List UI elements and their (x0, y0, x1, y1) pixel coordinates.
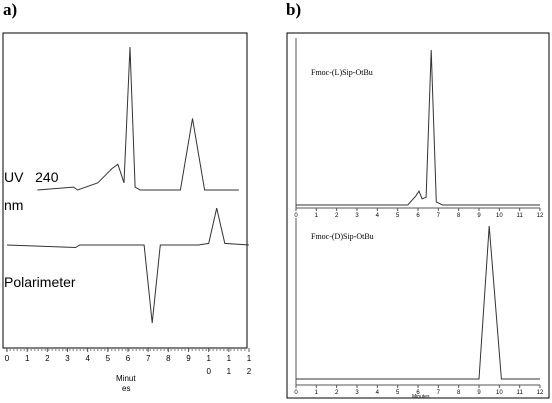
a-tick-label-2: 1 (227, 367, 232, 376)
panel-a-frame (2, 32, 248, 349)
polarimeter-trace (6, 207, 250, 323)
b-bottom-trace (296, 225, 540, 380)
b-top-ticks: 0 1 2 3 4 5 6 7 8 9 10 11 12 (294, 208, 544, 219)
polarimeter-label: Polarimeter (4, 274, 76, 290)
b-top-tick-label: 11 (517, 213, 524, 219)
a-tick-label: 7 (146, 354, 151, 363)
b-top-tick-label: 3 (355, 213, 359, 219)
a-tick-label: 9 (186, 354, 191, 363)
b-bottom-xlabel: Minutes (412, 394, 430, 400)
b-bottom-tick-label: 8 (457, 390, 461, 396)
a-tick-label-2: 0 (206, 367, 211, 376)
a-tick-label-2: 2 (247, 367, 252, 376)
panel-a-xlabel-line1: Minut (116, 374, 136, 383)
b-bottom-tick-label: 12 (537, 390, 544, 396)
b-top-tick-label: 6 (416, 213, 420, 219)
a-tick-label: 8 (166, 354, 171, 363)
b-top-tick-label: 10 (496, 213, 503, 219)
b-bottom-tick-label: 1 (315, 390, 319, 396)
b-bottom-tick-label: 6 (416, 390, 420, 396)
b-bottom-title: Fmoc-(D)Sip-OtBu (311, 232, 374, 241)
b-bottom-tick-label: 11 (517, 390, 524, 396)
uv-label-line2: nm (4, 197, 23, 213)
b-top-tick-label: 2 (335, 213, 339, 219)
b-top-trace (296, 49, 540, 206)
b-top-tick-label: 8 (457, 213, 461, 219)
b-bottom-tick-label: 7 (437, 390, 441, 396)
a-tick-label: 0 (5, 354, 10, 363)
a-tick-label: 4 (85, 354, 90, 363)
a-tick-label: 1 (25, 354, 30, 363)
a-tick-label: 6 (126, 354, 131, 363)
b-bottom-tick-label: 0 (294, 390, 298, 396)
b-top-tick-label: 5 (396, 213, 400, 219)
b-bottom-ticks: 0 1 2 3 4 5 6 7 8 9 10 11 12 (294, 385, 544, 396)
b-top-tick-label: 9 (477, 213, 481, 219)
b-bottom-tick-label: 5 (396, 390, 400, 396)
a-tick-label: 5 (106, 354, 111, 363)
b-bottom-tick-label: 2 (335, 390, 339, 396)
panel-a-xlabel-line2: es (122, 384, 130, 393)
b-bottom-tick-label: 10 (496, 390, 503, 396)
panel-b-label: b) (286, 0, 302, 19)
uv-label-line1: UV 240 (4, 169, 59, 185)
b-top-tick-label: 4 (376, 213, 380, 219)
b-top-tick-label: 0 (294, 213, 298, 219)
b-bottom-tick-label: 9 (477, 390, 481, 396)
panel-a-label: a) (3, 0, 18, 19)
a-tick-label: 1 (227, 354, 232, 363)
b-top-tick-label: 7 (437, 213, 441, 219)
b-top-title: Fmoc-(L)Sip-OtBu (311, 68, 373, 77)
uv-240-trace (37, 46, 239, 191)
b-bottom-tick-label: 3 (355, 390, 359, 396)
panel-b-frame (286, 32, 550, 399)
a-tick-label: 3 (65, 354, 70, 363)
b-top-tick-label: 1 (315, 213, 319, 219)
a-tick-label: 1 (206, 354, 211, 363)
b-top-tick-label: 12 (537, 213, 544, 219)
a-tick-label: 1 (247, 354, 252, 363)
b-bottom-tick-label: 4 (376, 390, 380, 396)
a-tick-label: 2 (45, 354, 50, 363)
